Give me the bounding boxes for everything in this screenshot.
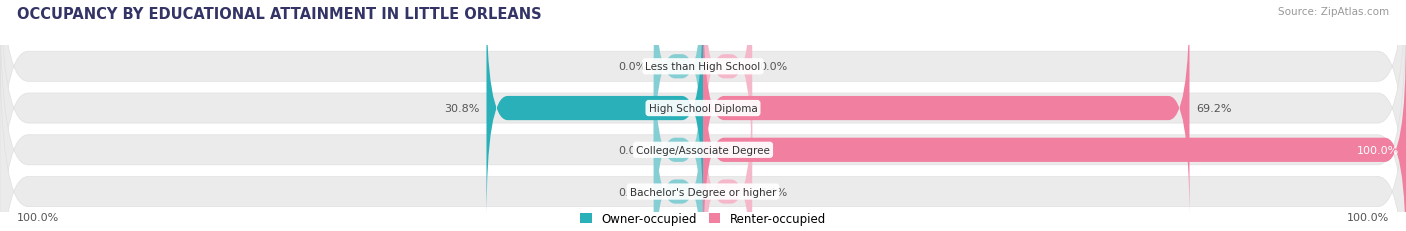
Text: Source: ZipAtlas.com: Source: ZipAtlas.com [1278, 7, 1389, 17]
Text: 100.0%: 100.0% [1347, 212, 1389, 222]
FancyBboxPatch shape [703, 0, 1189, 221]
Text: College/Associate Degree: College/Associate Degree [636, 145, 770, 155]
Text: 69.2%: 69.2% [1197, 103, 1232, 114]
Text: 0.0%: 0.0% [759, 187, 787, 197]
Text: High School Diploma: High School Diploma [648, 103, 758, 114]
Text: Less than High School: Less than High School [645, 62, 761, 72]
FancyBboxPatch shape [703, 37, 1406, 231]
FancyBboxPatch shape [654, 79, 703, 231]
Text: 100.0%: 100.0% [1357, 145, 1399, 155]
Text: 30.8%: 30.8% [444, 103, 479, 114]
FancyBboxPatch shape [703, 0, 752, 180]
FancyBboxPatch shape [486, 0, 703, 221]
Text: 100.0%: 100.0% [17, 212, 59, 222]
Text: Bachelor's Degree or higher: Bachelor's Degree or higher [630, 187, 776, 197]
FancyBboxPatch shape [654, 0, 703, 180]
Text: 0.0%: 0.0% [619, 145, 647, 155]
Text: 0.0%: 0.0% [619, 187, 647, 197]
FancyBboxPatch shape [703, 79, 752, 231]
FancyBboxPatch shape [0, 40, 1406, 231]
FancyBboxPatch shape [654, 37, 703, 231]
FancyBboxPatch shape [0, 0, 1406, 218]
Text: 0.0%: 0.0% [619, 62, 647, 72]
Legend: Owner-occupied, Renter-occupied: Owner-occupied, Renter-occupied [579, 212, 827, 225]
Text: OCCUPANCY BY EDUCATIONAL ATTAINMENT IN LITTLE ORLEANS: OCCUPANCY BY EDUCATIONAL ATTAINMENT IN L… [17, 7, 541, 22]
Text: 0.0%: 0.0% [759, 62, 787, 72]
